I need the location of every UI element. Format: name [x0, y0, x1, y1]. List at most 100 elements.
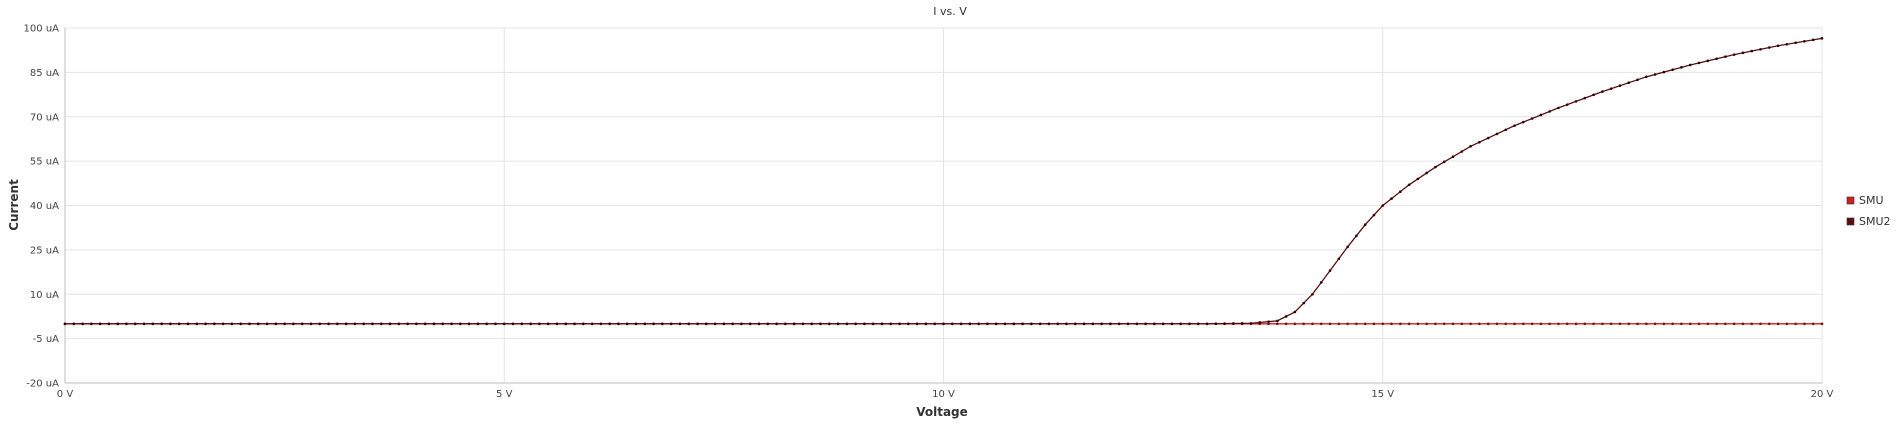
data-point — [1100, 322, 1103, 326]
data-point — [1144, 322, 1147, 326]
data-point — [186, 322, 190, 326]
data-point — [582, 322, 585, 326]
chart-title: I vs. V — [933, 5, 967, 18]
data-point — [494, 322, 497, 326]
data-point — [362, 322, 365, 326]
data-point — [1240, 322, 1244, 325]
data-point — [1609, 322, 1613, 326]
data-point — [1381, 322, 1385, 326]
data-point — [687, 322, 691, 326]
data-point — [1653, 73, 1657, 76]
data-point — [1513, 124, 1516, 127]
y-tick-label: 55 uA — [30, 157, 59, 168]
data-point — [1451, 322, 1455, 326]
y-axis-ticks: -20 uA -5 uA 10 uA 25 uA 40 uA 55 uA 70 uA 85 u… — [24, 24, 60, 390]
data-point — [1548, 110, 1551, 113]
data-point — [423, 322, 427, 326]
data-point — [1196, 322, 1200, 326]
data-point — [1811, 38, 1815, 42]
data-point — [538, 322, 541, 326]
data-point — [608, 322, 611, 326]
data-point — [1680, 322, 1683, 326]
data-point — [1469, 145, 1472, 148]
data-point — [959, 322, 963, 326]
data-point — [1328, 269, 1332, 272]
data-point — [1767, 46, 1771, 49]
data-point — [1082, 322, 1086, 326]
data-point — [792, 322, 796, 326]
data-point — [933, 322, 937, 326]
data-point — [1522, 322, 1525, 326]
data-point — [221, 322, 225, 326]
data-point — [1267, 322, 1270, 326]
data-point — [617, 322, 620, 326]
data-point — [98, 322, 102, 326]
data-point — [1601, 322, 1604, 326]
data-point — [564, 322, 568, 326]
data-point — [476, 322, 480, 326]
data-point — [292, 322, 295, 326]
data-point — [1460, 322, 1464, 326]
x-tick-label: 5 V — [496, 389, 513, 400]
data-point — [1390, 322, 1393, 326]
data-point — [1135, 322, 1139, 326]
data-point — [283, 322, 286, 326]
data-point — [1776, 44, 1780, 48]
data-point — [1732, 322, 1736, 326]
data-point — [652, 322, 655, 326]
data-point — [1504, 322, 1508, 326]
data-point — [801, 322, 805, 326]
data-point — [1530, 322, 1534, 326]
data-point — [669, 322, 673, 326]
data-point — [1706, 59, 1710, 63]
data-point — [336, 322, 339, 326]
data-point — [1293, 322, 1297, 326]
legend-label: SMU2 — [1859, 215, 1891, 228]
data-point — [1012, 322, 1016, 326]
data-point — [1056, 322, 1060, 326]
data-point — [819, 322, 822, 326]
data-point — [1346, 322, 1349, 326]
data-point — [1688, 322, 1692, 326]
data-point — [1548, 322, 1551, 326]
data-point — [1363, 322, 1367, 326]
data-point — [1284, 322, 1288, 326]
data-point — [784, 322, 787, 326]
data-point — [1363, 223, 1367, 227]
data-point — [1416, 177, 1420, 181]
data-point — [1258, 321, 1262, 324]
data-point — [643, 322, 647, 326]
data-point — [1645, 322, 1648, 326]
data-point — [950, 322, 954, 326]
data-point — [1038, 322, 1042, 326]
data-point — [863, 322, 866, 326]
data-point — [1732, 53, 1736, 56]
data-point — [1442, 160, 1446, 164]
data-point — [1170, 322, 1174, 326]
data-point — [1741, 51, 1745, 55]
data-point — [1337, 257, 1341, 261]
data-point — [1820, 322, 1824, 326]
data-point — [740, 322, 743, 326]
data-point — [766, 322, 770, 326]
data-point — [1653, 322, 1657, 326]
data-point — [1311, 322, 1314, 326]
data-point — [1214, 322, 1218, 326]
data-point — [1030, 322, 1033, 326]
data-point — [1803, 322, 1806, 326]
data-point — [1820, 37, 1824, 40]
data-point — [1574, 100, 1578, 103]
data-point — [529, 322, 532, 326]
data-point — [1205, 322, 1209, 326]
data-point — [1539, 113, 1543, 117]
data-point — [1715, 57, 1718, 61]
data-point — [1451, 155, 1455, 158]
data-point — [898, 322, 901, 326]
data-point — [388, 322, 392, 326]
data-point — [72, 322, 76, 326]
y-tick-label: 100 uA — [24, 24, 60, 35]
data-point — [1662, 322, 1666, 326]
data-point — [1126, 322, 1130, 326]
data-point — [1276, 319, 1279, 323]
data-point — [1680, 66, 1683, 69]
